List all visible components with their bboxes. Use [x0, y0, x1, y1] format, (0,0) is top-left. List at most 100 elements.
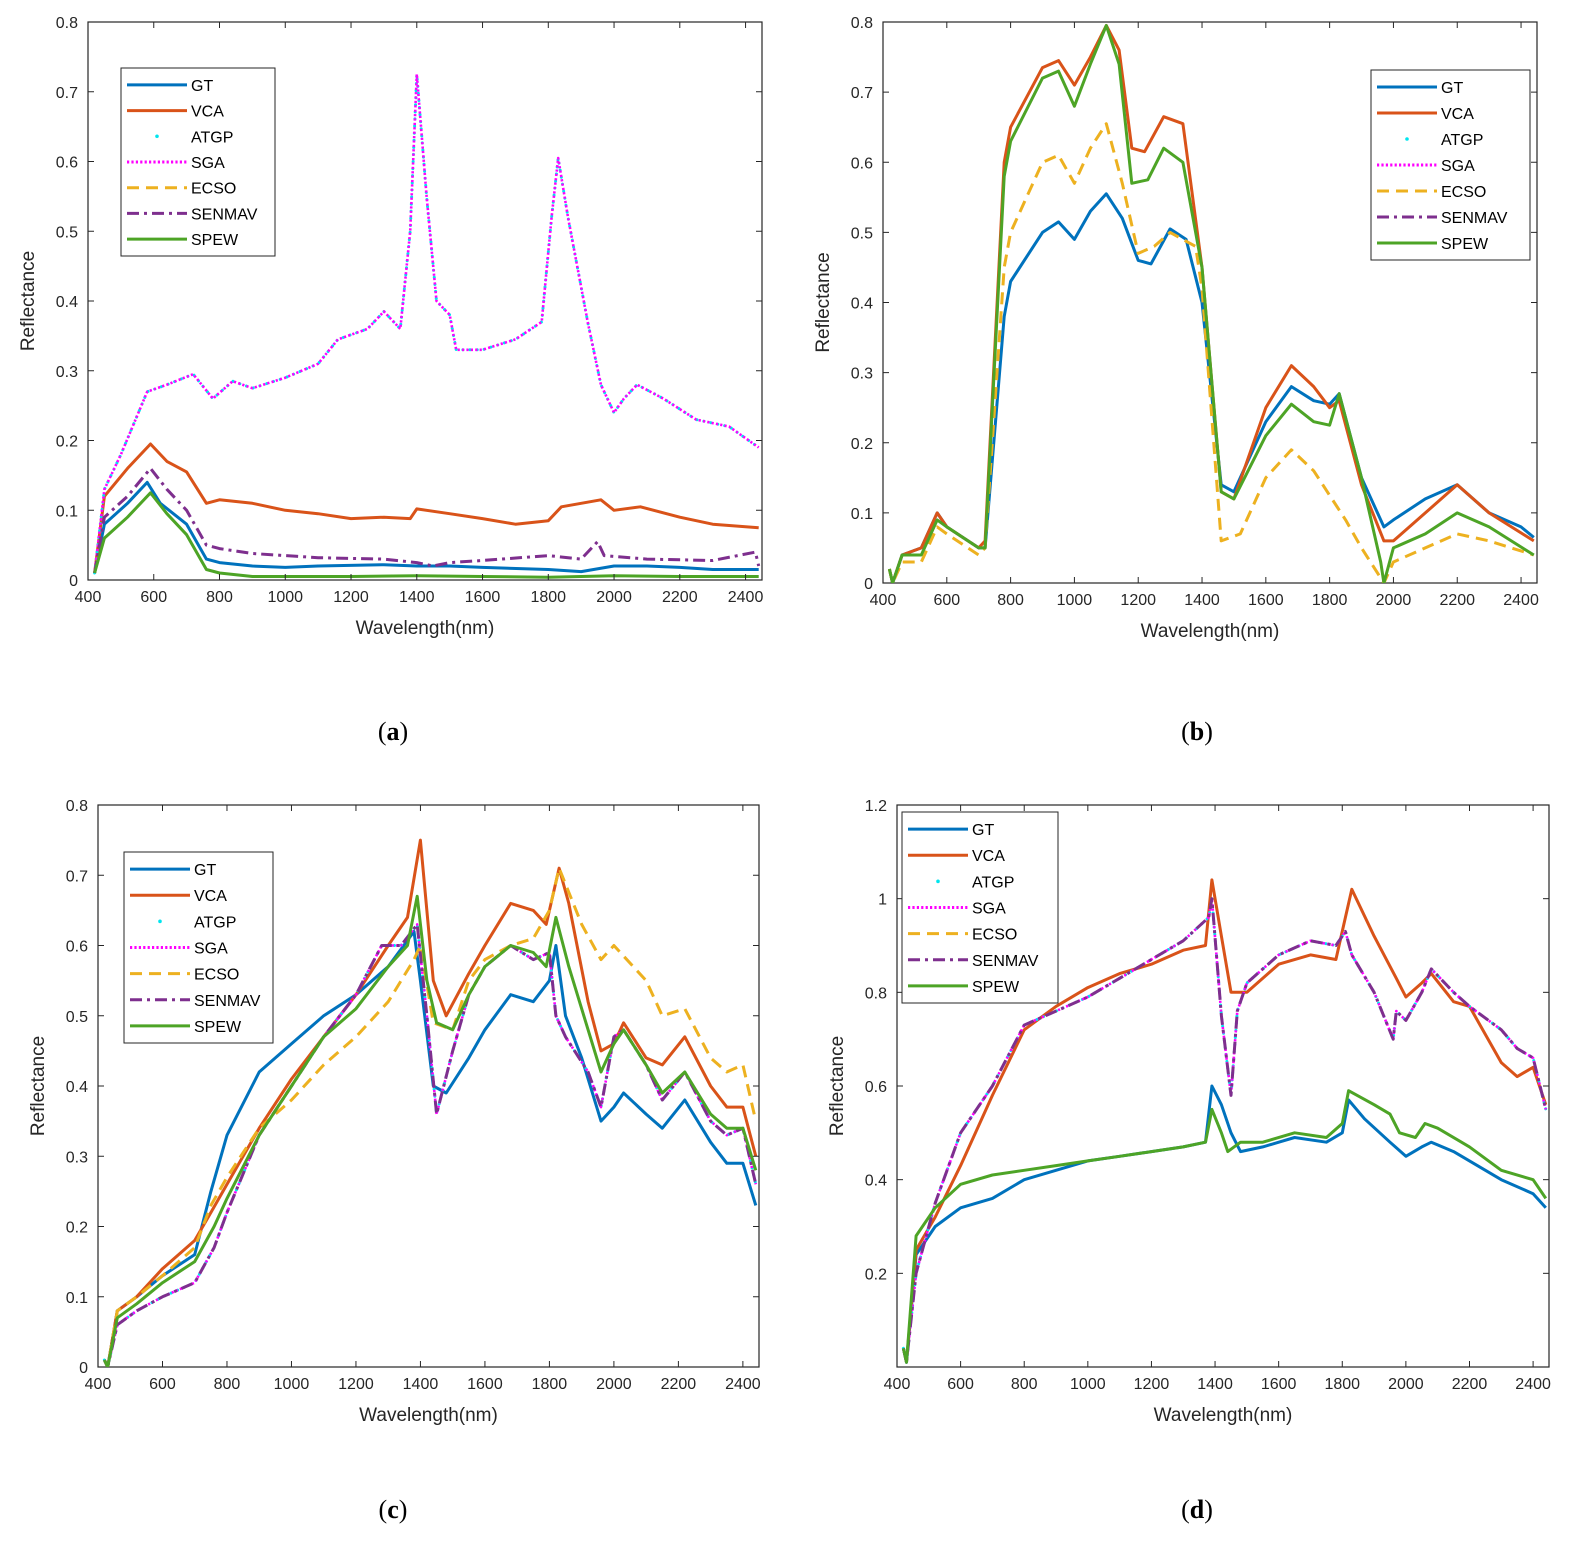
y-tick-label: 0.8 — [56, 15, 78, 32]
legend-label-spew: SPEW — [194, 1019, 242, 1036]
series-line-spew — [93, 491, 759, 579]
legend: GT VCA ATGP SGA ECSO SENMAV SPEW — [1370, 69, 1531, 261]
x-tick-label: 2200 — [1439, 592, 1475, 609]
panel-caption: (d) — [1181, 1495, 1213, 1524]
x-tick-label: 2200 — [1452, 1376, 1488, 1393]
series-line-sga — [93, 73, 760, 574]
legend-label-atgp: ATGP — [194, 914, 236, 931]
series-line-spew — [901, 1089, 1548, 1364]
x-tick-label: 400 — [85, 1376, 112, 1393]
series-group — [93, 72, 761, 579]
series-line-spew — [103, 894, 758, 1367]
legend-label-senmav: SENMAV — [194, 993, 261, 1010]
legend-label-sga: SGA — [194, 941, 228, 958]
y-axis-label: Reflectance — [18, 251, 39, 351]
x-tick-label: 1200 — [333, 589, 369, 606]
y-tick-label: 0.7 — [851, 85, 873, 102]
x-axis-label: Wavelength(nm) — [356, 618, 495, 639]
x-tick-label: 2200 — [661, 1376, 697, 1393]
series-line-vca — [901, 878, 1548, 1364]
y-tick-label: 0.8 — [865, 985, 887, 1002]
y-axis-label: Reflectance — [827, 1036, 848, 1136]
x-tick-label: 600 — [933, 592, 960, 609]
legend-label-ecso: ECSO — [1441, 184, 1486, 201]
x-tick-label: 600 — [947, 1376, 974, 1393]
y-tick-label: 0.6 — [851, 155, 873, 172]
y-tick-label: 0 — [864, 576, 873, 593]
x-tick-label: 1600 — [465, 589, 501, 606]
series-line-senmav — [93, 466, 761, 574]
legend-label-senmav: SENMAV — [191, 206, 258, 223]
y-tick-label: 0.4 — [865, 1173, 887, 1190]
y-tick-label: 0.1 — [851, 506, 873, 523]
legend-label-vca: VCA — [194, 888, 227, 905]
chart-panel-d: 400 600 800 1000 1200 1400 1600 1800 2000 2200 240… — [827, 798, 1551, 1524]
legend-label-spew: SPEW — [1441, 236, 1489, 253]
x-tick-label: 1800 — [1324, 1376, 1360, 1393]
y-tick-label: 0.2 — [865, 1266, 887, 1283]
y-tick-label: 0.6 — [865, 1079, 887, 1096]
x-axis-label: Wavelength(nm) — [1154, 1405, 1293, 1426]
x-tick-label: 800 — [214, 1376, 241, 1393]
x-tick-label: 2000 — [596, 1376, 632, 1393]
legend-sample-atgp — [155, 134, 159, 139]
chart-panel-b: 400 600 800 1000 1200 1400 1600 1800 2000 2200 240… — [813, 15, 1539, 746]
legend-box — [1370, 69, 1531, 261]
x-tick-label: 2400 — [1515, 1376, 1551, 1393]
x-tick-label: 600 — [140, 589, 167, 606]
legend-label-gt: GT — [972, 822, 994, 839]
x-tick-label: 400 — [870, 592, 897, 609]
y-tick-label: 1 — [878, 892, 887, 909]
panel-caption: (a) — [378, 717, 408, 746]
y-tick-label: 0.7 — [56, 85, 78, 102]
x-tick-label: 2000 — [1376, 592, 1412, 609]
x-tick-label: 2400 — [1503, 592, 1539, 609]
x-tick-label: 1200 — [1120, 592, 1156, 609]
series-line-gt — [901, 1084, 1547, 1364]
x-tick-label: 1800 — [1312, 592, 1348, 609]
y-tick-label: 0 — [69, 573, 78, 590]
y-tick-label: 0.2 — [56, 434, 78, 451]
x-tick-label: 2000 — [596, 589, 632, 606]
legend-label-senmav: SENMAV — [972, 953, 1039, 970]
legend-label-gt: GT — [191, 78, 213, 95]
y-tick-label: 0.3 — [851, 366, 873, 383]
legend-label-spew: SPEW — [191, 232, 239, 249]
y-tick-label: 0.3 — [56, 364, 78, 381]
x-tick-label: 1400 — [1197, 1376, 1233, 1393]
y-tick-label: 0.1 — [56, 503, 78, 520]
y-tick-label: 0.7 — [66, 868, 88, 885]
series-group — [102, 838, 758, 1367]
y-axis-label: Reflectance — [813, 252, 834, 352]
legend: GT VCA ATGP SGA ECSO SENMAV SPEW — [901, 811, 1059, 1004]
y-tick-label: 0.6 — [66, 939, 88, 956]
y-tick-label: 0.2 — [66, 1220, 88, 1237]
x-tick-label: 1400 — [399, 589, 435, 606]
x-tick-label: 1000 — [1070, 1376, 1106, 1393]
series-group — [901, 878, 1548, 1364]
x-tick-label: 800 — [1011, 1376, 1038, 1393]
y-tick-label: 0.8 — [851, 15, 873, 32]
legend-label-gt: GT — [194, 862, 216, 879]
legend-label-sga: SGA — [972, 901, 1006, 918]
panel-caption: (c) — [379, 1495, 408, 1524]
series-line-ecso — [103, 866, 758, 1367]
y-tick-label: 0.8 — [66, 798, 88, 815]
y-tick-label: 0.1 — [66, 1290, 88, 1307]
y-tick-label: 0.4 — [851, 296, 873, 313]
y-axis-label: Reflectance — [28, 1036, 49, 1136]
y-tick-label: 0.4 — [66, 1079, 88, 1096]
legend-label-sga: SGA — [1441, 158, 1475, 175]
x-tick-label: 2400 — [728, 589, 764, 606]
legend-label-spew: SPEW — [972, 979, 1020, 996]
x-tick-label: 1400 — [1184, 592, 1220, 609]
series-line-senmav — [901, 897, 1548, 1364]
y-tick-label: 0.6 — [56, 155, 78, 172]
series-group — [887, 24, 1535, 583]
legend-label-vca: VCA — [972, 848, 1005, 865]
chart-panel-c: 400 600 800 1000 1200 1400 1600 1800 2000 2200 240… — [28, 798, 761, 1524]
legend-label-vca: VCA — [191, 104, 224, 121]
x-tick-label: 1000 — [274, 1376, 310, 1393]
legend-sample-atgp — [936, 879, 940, 884]
x-tick-label: 1800 — [532, 1376, 568, 1393]
